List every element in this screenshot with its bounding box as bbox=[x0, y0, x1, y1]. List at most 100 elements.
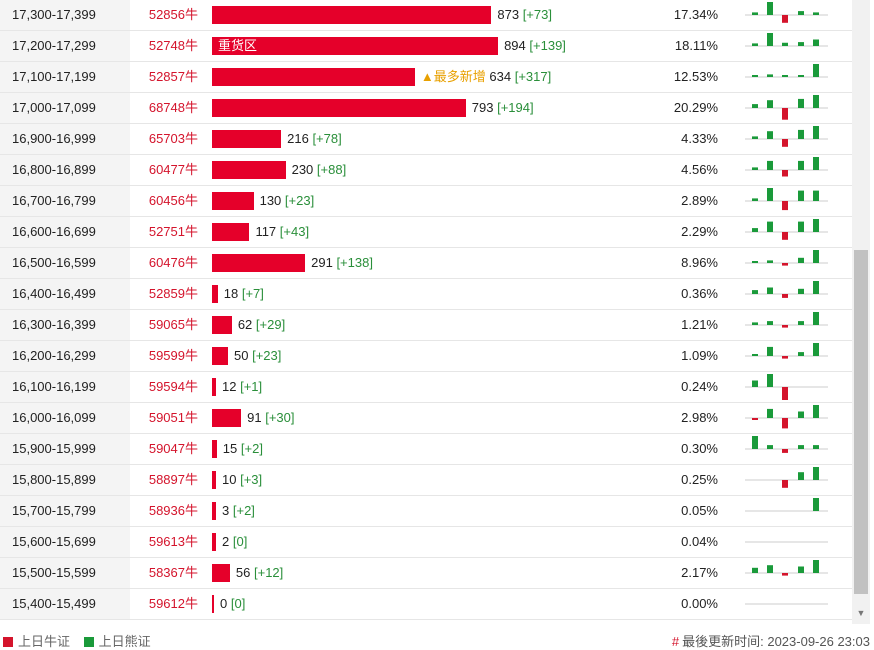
value-group: 3 [+2] bbox=[222, 496, 255, 526]
percent-share: 17.34% bbox=[673, 7, 718, 22]
warrant-code-link[interactable]: 59051牛 bbox=[148, 410, 198, 425]
warrant-code-link[interactable]: 60456牛 bbox=[148, 193, 198, 208]
sparkline-bar-up bbox=[767, 74, 773, 77]
scrollbar[interactable]: ▼ bbox=[852, 0, 870, 624]
sparkline bbox=[745, 560, 828, 576]
strike-range: 16,500-16,599 bbox=[0, 248, 130, 278]
table-row: 15,500-15,599 58367牛 56 [+12] 2.17% bbox=[0, 558, 852, 589]
sparkline-bar-up bbox=[782, 42, 788, 46]
warrant-code-link[interactable]: 52859牛 bbox=[148, 286, 198, 301]
sparkline-bar-down bbox=[752, 418, 758, 420]
strike-table: 17,300-17,399 52856牛 873 [+73] 17.34% 17,200… bbox=[0, 0, 852, 620]
sparkline bbox=[745, 343, 828, 359]
sparkline-bar-up bbox=[767, 100, 773, 108]
sparkline-bar-up bbox=[752, 43, 758, 46]
strike-range: 16,400-16,499 bbox=[0, 279, 130, 309]
volume-delta: [+30] bbox=[265, 410, 295, 425]
volume-bar bbox=[212, 564, 230, 582]
sparkline-bar-down bbox=[782, 418, 788, 429]
volume-bar bbox=[212, 192, 254, 210]
warrant-code-link[interactable]: 52857牛 bbox=[148, 69, 198, 84]
table-row: 16,800-16,899 60477牛 230 [+88] 4.56% bbox=[0, 155, 852, 186]
value-group: 873 [+73] bbox=[497, 0, 552, 30]
value-group: 50 [+23] bbox=[234, 341, 281, 371]
strike-range: 16,000-16,099 bbox=[0, 403, 130, 433]
percent-share: 0.24% bbox=[681, 379, 718, 394]
volume-delta: [+88] bbox=[316, 162, 347, 177]
value-group: 894 [+139] bbox=[504, 31, 566, 61]
warrant-code-link[interactable]: 65703牛 bbox=[148, 131, 198, 146]
warrant-code-link[interactable]: 60476牛 bbox=[148, 255, 198, 270]
sparkline-bar-up bbox=[813, 190, 819, 201]
table-row: 16,900-16,999 65703牛 216 [+78] 4.33% bbox=[0, 124, 852, 155]
warrant-code-link[interactable]: 59047牛 bbox=[148, 441, 198, 456]
volume-delta: [+73] bbox=[522, 7, 552, 22]
warrant-code-link[interactable]: 58936牛 bbox=[148, 503, 198, 518]
volume-bar bbox=[212, 223, 250, 241]
volume-bar bbox=[212, 440, 217, 458]
value-group: 117 [+43] bbox=[255, 217, 309, 247]
sparkline-bar-down bbox=[782, 449, 788, 453]
warrant-code-link[interactable]: 59594牛 bbox=[148, 379, 198, 394]
volume-delta: [+194] bbox=[497, 100, 534, 115]
value-group: ▲最多新增 634 [+317] bbox=[421, 62, 551, 92]
volume-delta: [+43] bbox=[279, 224, 310, 239]
warrant-code-link[interactable]: 59065牛 bbox=[148, 317, 198, 332]
sparkline bbox=[745, 2, 828, 23]
strike-range: 15,500-15,599 bbox=[0, 558, 130, 588]
sparkline-bar-down bbox=[782, 294, 788, 298]
volume-delta: [+138] bbox=[336, 255, 373, 270]
table-row: 16,300-16,399 59065牛 62 [+29] 1.21% bbox=[0, 310, 852, 341]
warrant-code-link[interactable]: 59599牛 bbox=[148, 348, 198, 363]
strike-range: 16,800-16,899 bbox=[0, 155, 130, 185]
sparkline-bar-down bbox=[782, 139, 788, 147]
bar-label: 重货区 bbox=[218, 38, 258, 53]
sparkline-bar-up bbox=[813, 95, 819, 108]
warrant-code-link[interactable]: 52751牛 bbox=[148, 224, 198, 239]
value-group: 91 [+30] bbox=[247, 403, 294, 433]
sparkline-bar-up bbox=[752, 198, 758, 201]
strike-range: 16,100-16,199 bbox=[0, 372, 130, 402]
sparkline-bar-up bbox=[798, 129, 804, 139]
strike-range: 17,000-17,099 bbox=[0, 93, 130, 123]
sparkline-bar-up bbox=[798, 257, 804, 263]
strike-range: 16,900-16,999 bbox=[0, 124, 130, 154]
scroll-down-arrow-icon[interactable]: ▼ bbox=[856, 608, 866, 618]
scroll-thumb[interactable] bbox=[854, 250, 868, 594]
sparkline-bar-up bbox=[767, 565, 773, 573]
strike-range: 15,800-15,899 bbox=[0, 465, 130, 495]
sparkline bbox=[745, 498, 828, 512]
warrant-code-link[interactable]: 58897牛 bbox=[148, 472, 198, 487]
volume-value: 91 bbox=[247, 410, 262, 425]
sparkline-bar-up bbox=[798, 160, 804, 170]
warrant-code-link[interactable]: 52856牛 bbox=[148, 7, 198, 22]
table-row: 15,900-15,999 59047牛 15 [+2] 0.30% bbox=[0, 434, 852, 465]
value-group: 10 [+3] bbox=[222, 465, 262, 495]
sparkline-bar-up bbox=[813, 445, 819, 449]
warrant-code-link[interactable]: 52748牛 bbox=[148, 38, 198, 53]
percent-share: 4.56% bbox=[681, 162, 718, 177]
warrant-code-link[interactable]: 60477牛 bbox=[148, 162, 198, 177]
warrant-code-link[interactable]: 68748牛 bbox=[148, 100, 198, 115]
sparkline bbox=[745, 33, 828, 47]
value-group: 2 [0] bbox=[222, 527, 247, 557]
sparkline-bar-up bbox=[798, 321, 804, 325]
strike-range: 17,300-17,399 bbox=[0, 0, 130, 30]
volume-value: 117 bbox=[255, 224, 277, 239]
warrant-code-link[interactable]: 59612牛 bbox=[148, 596, 198, 611]
percent-share: 2.29% bbox=[681, 224, 718, 239]
volume-value: 18 bbox=[223, 286, 239, 301]
volume-delta: [+2] bbox=[240, 441, 263, 456]
warrant-code-link[interactable]: 59613牛 bbox=[148, 534, 198, 549]
percent-share: 8.96% bbox=[681, 255, 718, 270]
sparkline-bar-up bbox=[813, 219, 819, 232]
value-group: 291 [+138] bbox=[311, 248, 373, 278]
sparkline-bar-up bbox=[813, 157, 819, 170]
sparkline-bar-up bbox=[767, 346, 773, 356]
sparkline-bar-up bbox=[813, 12, 819, 15]
volume-bar bbox=[212, 471, 216, 489]
volume-value: 10 bbox=[222, 472, 237, 487]
warrant-code-link[interactable]: 58367牛 bbox=[148, 565, 198, 580]
strike-range: 16,600-16,699 bbox=[0, 217, 130, 247]
volume-bar bbox=[212, 595, 214, 613]
